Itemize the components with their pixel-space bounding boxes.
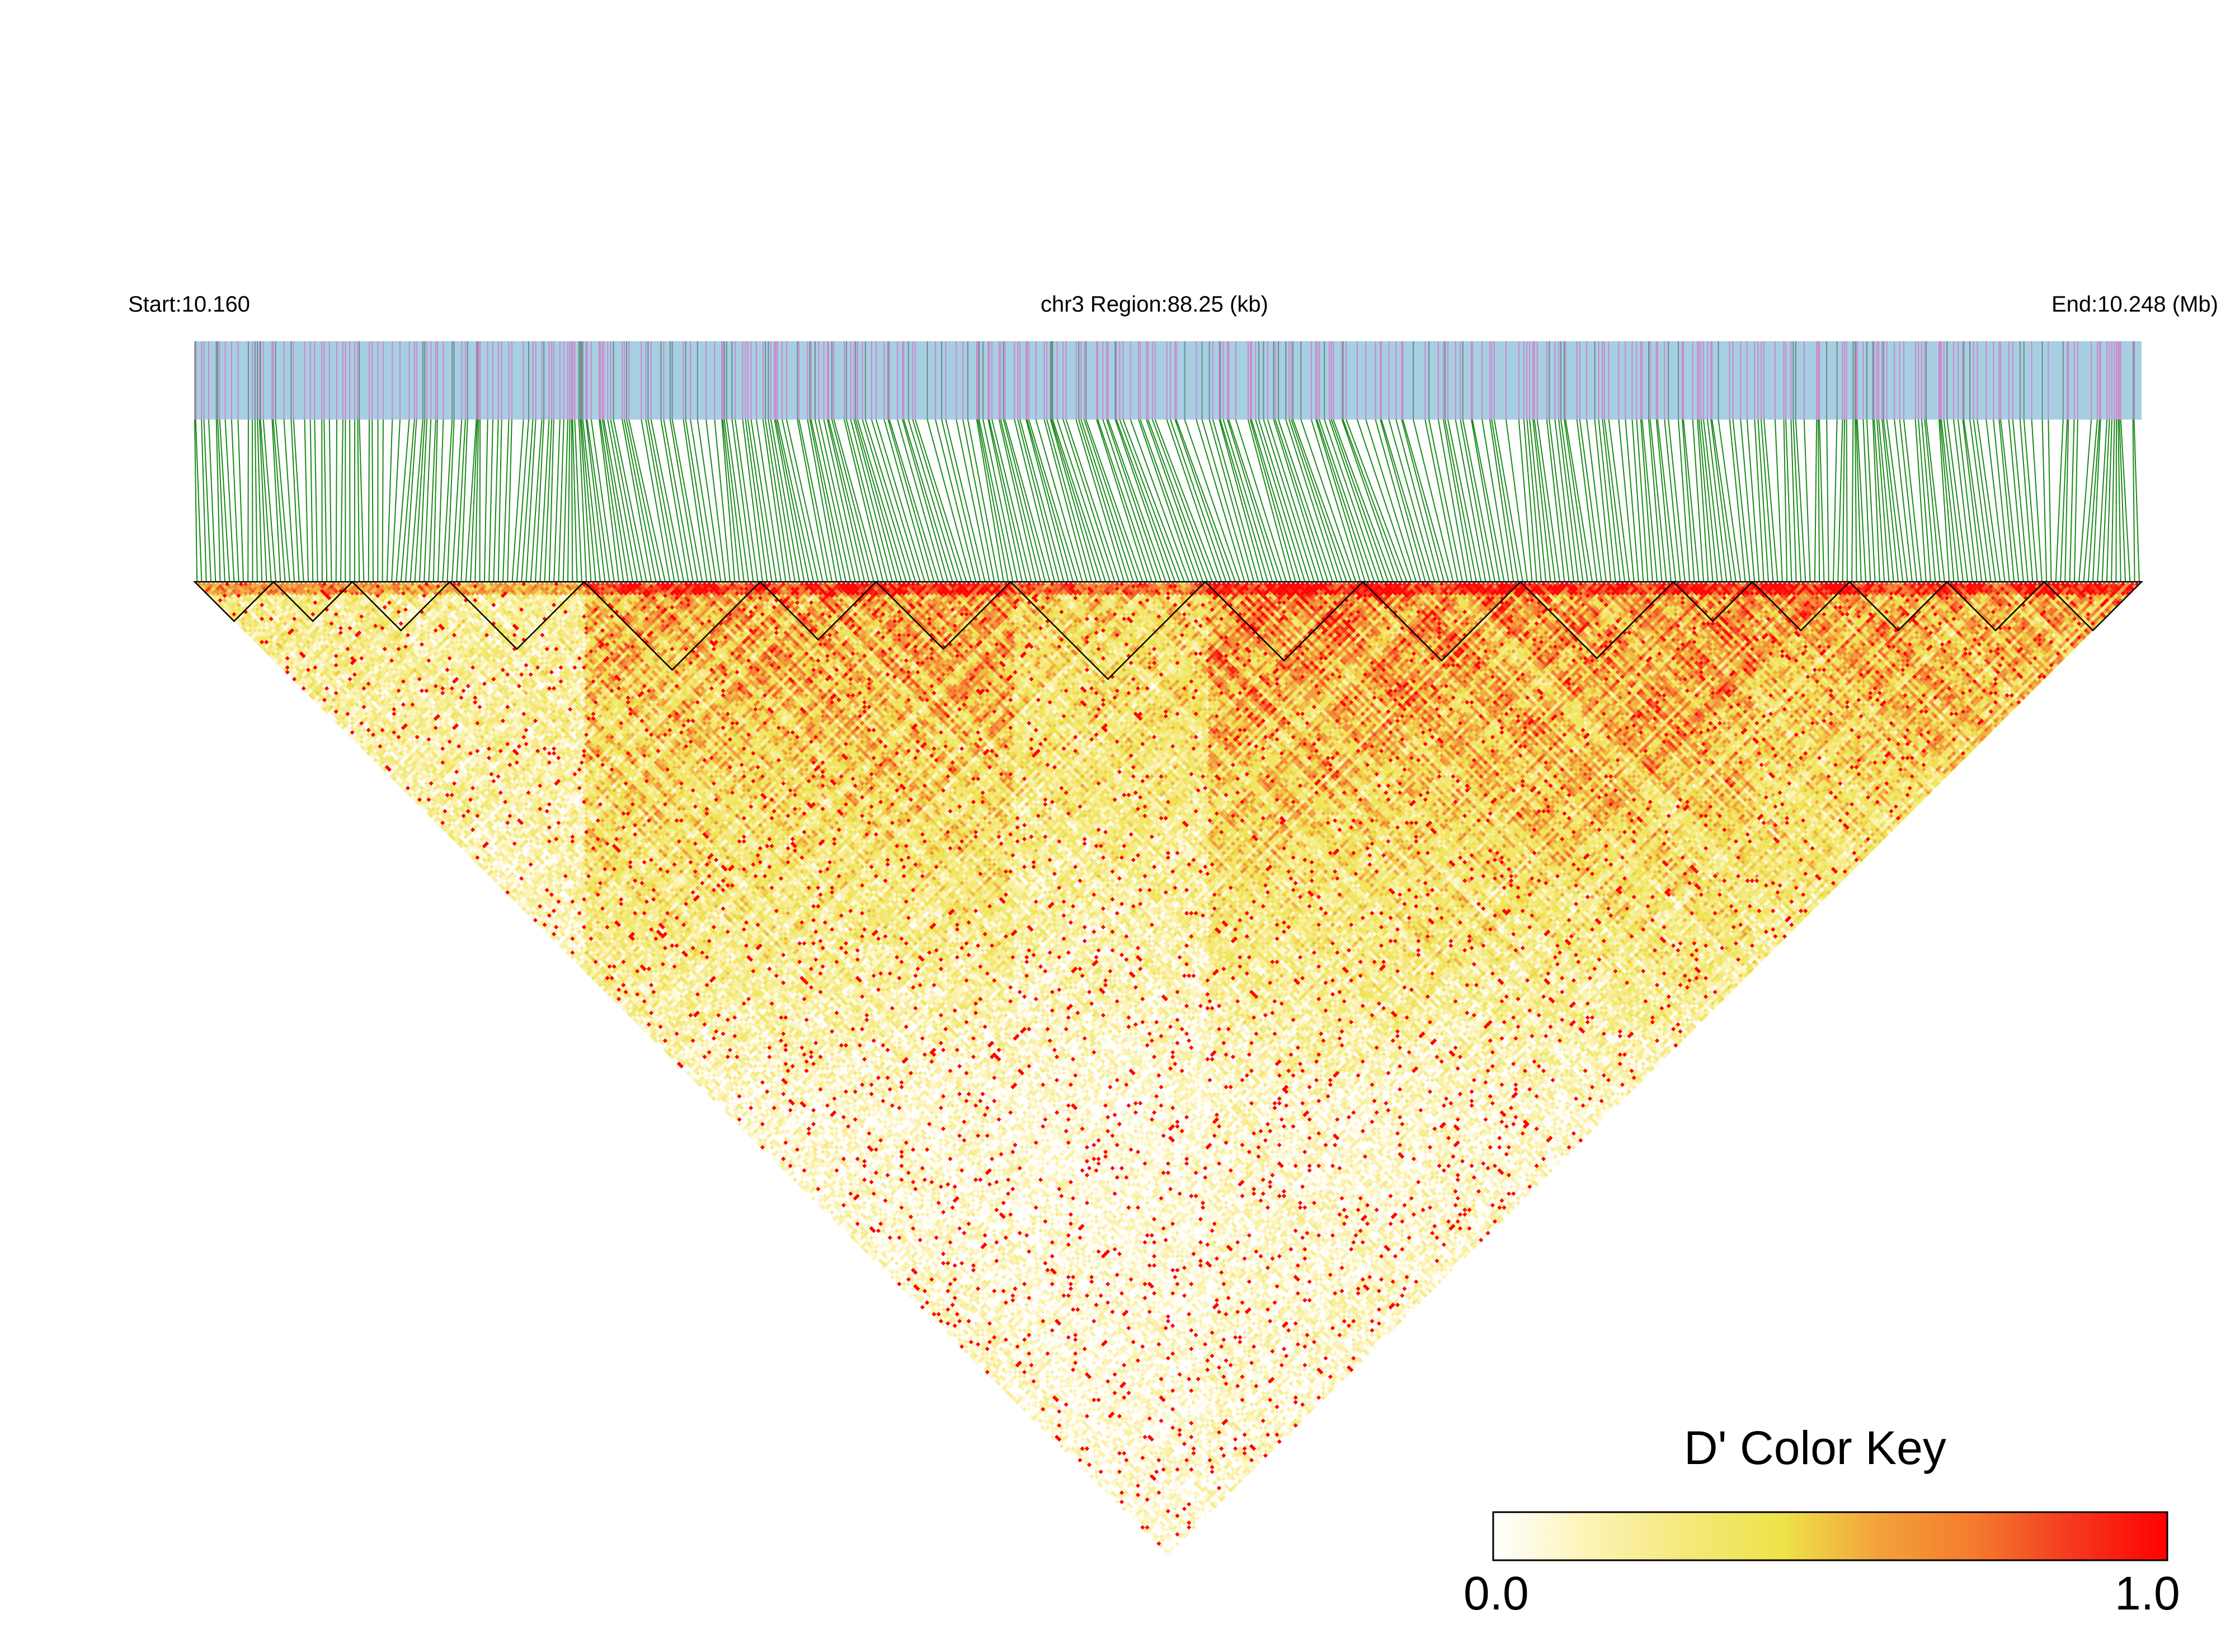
- snp-connector-line: [1852, 420, 1853, 582]
- snp-connector-line: [1490, 420, 1513, 582]
- snp-connector-line: [1329, 420, 1384, 582]
- snp-connector-line: [1838, 420, 1842, 582]
- snp-connector-line: [324, 420, 327, 582]
- snp-connector-line: [438, 420, 443, 582]
- snp-connector-line: [257, 420, 262, 582]
- snp-connector-line: [1472, 420, 1504, 582]
- snp-connector-line: [1804, 420, 1810, 582]
- snp-connector-line: [1229, 420, 1282, 582]
- snp-connector-line: [1819, 420, 1824, 582]
- snp-connector-line: [686, 420, 712, 582]
- snp-connector-line: [1445, 420, 1476, 582]
- snp-connector-line: [890, 420, 939, 582]
- snp-connector-line: [829, 420, 869, 582]
- snp-connector-line: [624, 420, 656, 582]
- snp-connector-line: [498, 420, 502, 582]
- snp-connector-line: [512, 420, 524, 582]
- snp-connector-line: [563, 420, 568, 582]
- snp-connector-line: [387, 420, 392, 582]
- snp-connector-line: [238, 420, 243, 582]
- snp-connector-line: [1565, 420, 1592, 582]
- snp-connector-line: [1602, 420, 1620, 582]
- snp-connector-line: [372, 420, 373, 582]
- snp-track-background: [195, 341, 2142, 420]
- snp-connector-line: [489, 420, 493, 582]
- snp-connector-line: [1533, 420, 1550, 582]
- snp-connector-line: [434, 420, 437, 582]
- snp-connector-line: [1389, 420, 1435, 582]
- snp-connector-line: [1580, 420, 1602, 582]
- snp-connector-line: [314, 420, 317, 582]
- snp-connector-line: [1026, 420, 1069, 582]
- snp-connector-line: [1537, 420, 1560, 582]
- snp-connector-line: [876, 420, 925, 582]
- snp-connector-line: [252, 420, 253, 582]
- snp-connector-line: [1747, 420, 1759, 582]
- snp-connector-line: [276, 420, 290, 582]
- snp-connector-line: [1683, 420, 1699, 582]
- snp-connector-line: [549, 420, 554, 582]
- snp-connector-line: [305, 420, 308, 582]
- snp-connector-line: [1213, 420, 1259, 582]
- snp-connector-line: [732, 420, 753, 582]
- snp-connector-line: [1791, 420, 1796, 582]
- snp-connector-line: [1301, 420, 1356, 582]
- snp-connector-line: [928, 420, 971, 582]
- snp-connector-line: [1827, 420, 1829, 582]
- ld-heatmap-plot: [0, 0, 2235, 1652]
- snp-connector-line: [568, 420, 570, 582]
- snp-connector-line: [1668, 420, 1685, 582]
- snp-connector-line: [1818, 420, 1819, 582]
- snp-connector-line: [1456, 420, 1486, 582]
- snp-connector-line: [493, 420, 498, 582]
- snp-connector-line: [1119, 420, 1179, 582]
- snp-connector-line: [357, 420, 359, 582]
- snp-connector-line: [575, 420, 582, 582]
- snp-connector-line: [1833, 420, 1837, 582]
- snp-connector-line: [723, 420, 740, 582]
- snp-connector-line: [572, 420, 577, 582]
- snp-connector-line: [1815, 420, 1817, 582]
- snp-connector-line: [1494, 420, 1523, 582]
- snp-connector-line: [336, 420, 337, 582]
- snp-connector-line: [1115, 420, 1170, 582]
- snp-connector-line: [824, 420, 860, 582]
- snp-connector-line: [484, 420, 488, 582]
- snp-connector-line: [1693, 420, 1704, 582]
- snp-connector-line: [572, 420, 573, 582]
- snp-connector-line: [1316, 420, 1365, 582]
- snp-connector-line: [1506, 420, 1527, 582]
- snp-connector-line: [1331, 420, 1389, 582]
- snp-connector-lines: [195, 420, 2139, 582]
- snp-connector-line: [1855, 420, 1856, 582]
- snp-position-track: [195, 341, 2142, 420]
- snp-connector-line: [201, 420, 206, 582]
- snp-connector-line: [909, 420, 957, 582]
- snp-connector-line: [480, 420, 481, 582]
- snp-connector-line: [359, 420, 364, 582]
- snp-connector-line: [330, 420, 332, 582]
- snp-connector-line: [1632, 420, 1643, 582]
- snp-connector-line: [1319, 420, 1375, 582]
- snp-connector-line: [341, 420, 343, 582]
- snp-connector-line: [1224, 420, 1273, 582]
- snp-connector-line: [1843, 420, 1845, 582]
- snp-connector-line: [310, 420, 313, 582]
- snp-connector-line: [1701, 420, 1718, 582]
- snp-connector-line: [1366, 420, 1416, 582]
- snp-connector-line: [1527, 420, 1541, 582]
- snp-connector-line: [255, 420, 257, 582]
- snp-connector-line: [1053, 420, 1106, 582]
